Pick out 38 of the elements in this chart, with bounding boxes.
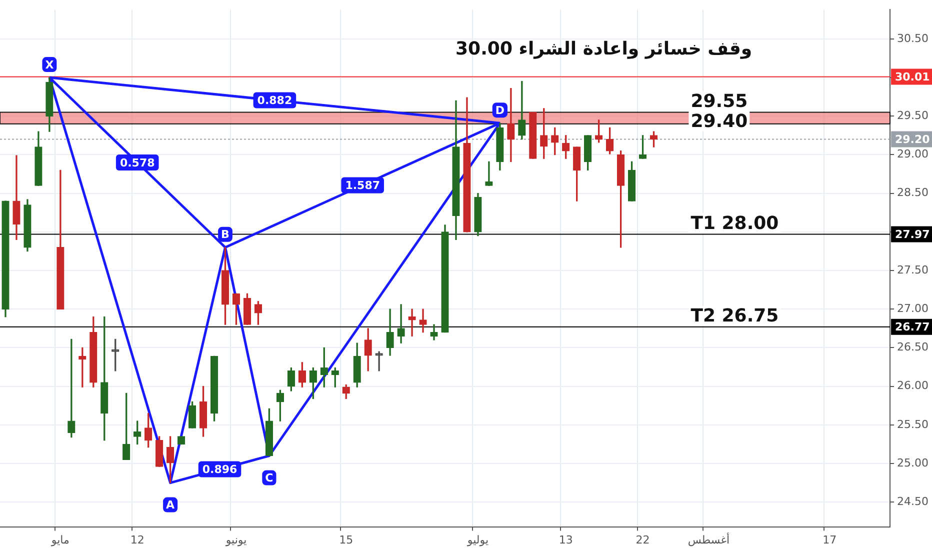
ref-line-label: 30.01 [895, 70, 930, 84]
x-tick-label: 15 [339, 533, 354, 546]
y-tick-label: 30.50 [897, 32, 928, 45]
annotation: 29.55 [690, 90, 748, 112]
series-label: 0.882 [257, 94, 292, 108]
y-tick-label: 27.00 [897, 302, 928, 315]
data-label: A [166, 498, 176, 512]
x-tick-label: يوليو [466, 533, 489, 546]
y-tick-label: 25.50 [897, 418, 928, 431]
text: وقف خسائر واعادة الشراء 30.00 [456, 38, 752, 60]
y-tick-label: 27.50 [897, 263, 928, 276]
series-label: 0.578 [120, 156, 155, 170]
data-label: D [495, 104, 505, 117]
x-tick-label: مايو [50, 533, 70, 546]
y-tick-label: 29.00 [897, 148, 928, 161]
data-label: X [45, 58, 54, 72]
ref-line-label: 27.97 [895, 228, 930, 242]
data-label: C [265, 472, 274, 485]
y-tick-label: 28.50 [897, 186, 928, 200]
annotation: T1 28.00 [690, 212, 779, 234]
annotation: T2 26.75 [690, 306, 779, 327]
y-tick-label: 26.00 [897, 379, 928, 392]
series-label: 1.587 [345, 179, 380, 192]
ref-line-label: 26.77 [895, 320, 930, 334]
series-label: 0.896 [202, 463, 238, 476]
x-tick-label: 22 [636, 533, 650, 546]
y-tick-label: 26.50 [897, 340, 928, 354]
x-tick-label: أغسطس [688, 532, 730, 546]
x-tick-label: 12 [130, 533, 144, 546]
ref-line-label: 29.20 [895, 133, 930, 146]
x-tick-label: 17 [822, 533, 837, 546]
y-tick-label: 25.00 [897, 456, 928, 470]
data-label: B [221, 228, 230, 242]
y-tick-label: 24.50 [897, 494, 928, 508]
y-tick-label: 29.50 [897, 108, 928, 122]
annotation: 29.40 [690, 110, 748, 132]
x-tick-label: 13 [558, 533, 573, 546]
x-tick-label: يونيو [224, 533, 247, 546]
